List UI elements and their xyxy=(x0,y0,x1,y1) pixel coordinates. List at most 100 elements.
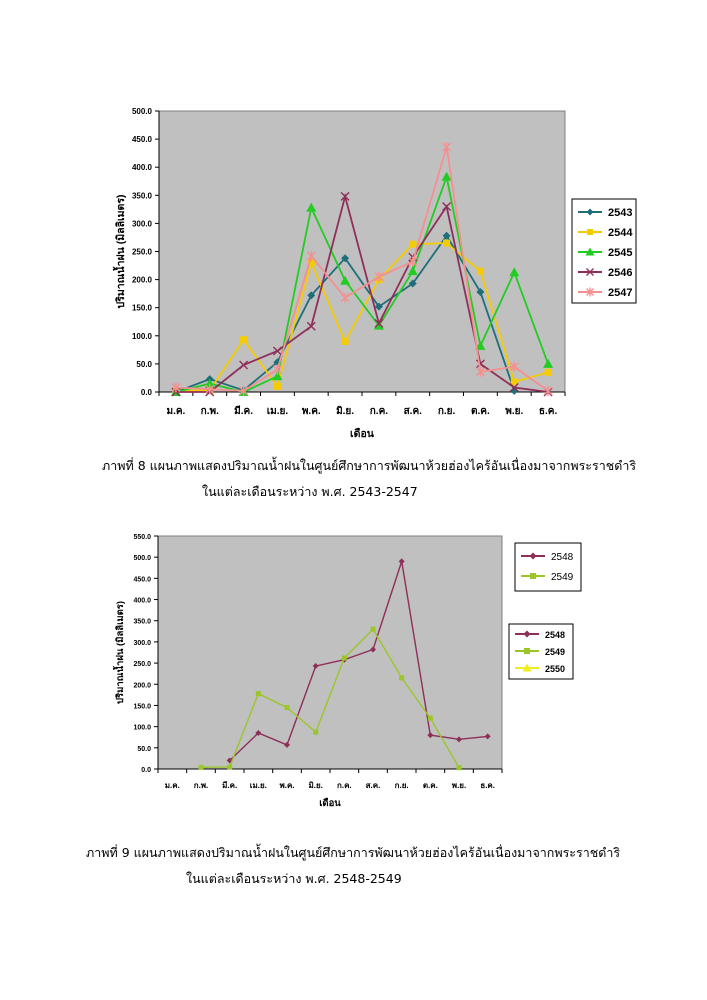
rainfall-chart-2543-2547: 0.0 50.0 100.0 150.0 200.0 250.0 300.0 350.0 400… xyxy=(112,107,637,440)
data-point-2544 xyxy=(341,337,349,345)
data-point-2548 xyxy=(398,558,405,565)
y-tick-label: 150.0 xyxy=(132,304,153,313)
data-point-2545 xyxy=(441,171,452,181)
legend-marker xyxy=(529,552,537,560)
data-point-2547 xyxy=(306,250,316,261)
figure-8-caption: ภาพที่ 8 แผนภาพแสดงปริมาณน้ำฝนในศูนย์ศึก… xyxy=(102,456,636,502)
x-axis-title: เดือน xyxy=(319,797,341,809)
series-2547 xyxy=(171,141,553,396)
y-tick-label: 400.0 xyxy=(133,598,151,605)
x-tick-label: ก.ค. xyxy=(370,406,389,417)
legend-label-2549: 2549 xyxy=(551,572,574,583)
legend-box xyxy=(514,542,582,592)
data-point-2547 xyxy=(543,385,553,396)
legend-label-2548: 2548 xyxy=(545,630,565,640)
data-point-2549 xyxy=(456,765,462,771)
x-tick-label: ธ.ค. xyxy=(480,781,495,790)
y-tick-label: 0.0 xyxy=(141,767,151,774)
data-point-2547 xyxy=(509,361,519,372)
x-tick-label: ก.พ. xyxy=(194,781,209,790)
data-point-2547 xyxy=(171,382,181,393)
data-point-2548 xyxy=(456,736,462,743)
x-tick-label: มิ.ย. xyxy=(308,781,322,790)
legend-marker xyxy=(586,208,594,216)
y-tick-label: 200.0 xyxy=(133,682,151,689)
data-point-2548 xyxy=(284,741,290,748)
data-point-2547 xyxy=(272,364,282,375)
y-tick-label: 0.0 xyxy=(141,388,153,397)
data-point-2548 xyxy=(484,733,491,740)
data-point-2549 xyxy=(284,705,290,711)
x-tick-label: ส.ค. xyxy=(366,781,381,790)
x-tick-label: พ.ค. xyxy=(279,781,294,790)
y-tick-label: 350.0 xyxy=(133,619,151,626)
legend-marker xyxy=(524,648,530,654)
y-tick-label: 450.0 xyxy=(132,135,153,144)
data-point-2546 xyxy=(442,202,452,212)
data-point-2543 xyxy=(408,279,417,288)
data-point-2547 xyxy=(340,292,350,303)
data-point-2545 xyxy=(204,378,215,388)
data-point-2546 xyxy=(374,318,384,328)
data-point-2546 xyxy=(340,191,350,201)
x-tick-label: พ.ย. xyxy=(452,781,466,790)
legend-marker xyxy=(586,268,594,276)
data-point-2547 xyxy=(374,271,384,282)
x-tick-label: ส.ค. xyxy=(404,406,423,417)
y-axis-title: ปริมาณน้ำฝน (มิลลิเมตร) xyxy=(112,601,126,704)
x-tick-label: ก.พ. xyxy=(201,406,219,417)
legend-marker xyxy=(523,630,531,638)
y-tick-label: 100.0 xyxy=(132,332,153,341)
data-point-2548 xyxy=(312,663,319,670)
data-point-2549 xyxy=(341,655,347,661)
data-point-2547 xyxy=(205,384,215,395)
series-line-2549 xyxy=(200,628,460,769)
legend-marker xyxy=(587,229,593,235)
legend-label-2546: 2546 xyxy=(608,267,632,279)
data-point-2545 xyxy=(475,340,486,350)
x-tick-label: ม.ค. xyxy=(166,406,185,417)
data-point-2543 xyxy=(476,287,485,296)
y-axis-title: ปริมาณน้ำฝน (มิลลิเมตร) xyxy=(112,195,127,309)
legend-label-2545: 2545 xyxy=(608,247,632,259)
legend-label-2548: 2548 xyxy=(551,552,574,563)
y-tick-label: 50.0 xyxy=(137,746,151,753)
data-point-2544 xyxy=(443,239,451,247)
data-point-2546 xyxy=(509,383,519,392)
data-point-2549 xyxy=(427,715,433,721)
data-point-2543 xyxy=(374,302,383,311)
data-point-2544 xyxy=(544,368,552,376)
y-tick-label: 200.0 xyxy=(132,276,153,285)
legend-label-2543: 2543 xyxy=(608,207,632,219)
data-point-2546 xyxy=(475,359,485,369)
x-tick-label: ธ.ค. xyxy=(539,406,558,417)
x-tick-label: ก.ย. xyxy=(395,781,409,790)
legend-marker xyxy=(585,247,595,256)
x-tick-label: ก.ค. xyxy=(337,781,352,790)
data-point-2545 xyxy=(543,358,554,368)
y-tick-label: 400.0 xyxy=(132,163,153,172)
rainfall-chart-2548-2549: 0.0 50.0 100.0 150.0 200.0 250.0 300.0 350.0 400… xyxy=(112,534,582,809)
plot-area xyxy=(158,110,566,393)
x-tick-label: ม.ค. xyxy=(165,781,180,790)
data-point-2549 xyxy=(313,729,319,735)
plot-area xyxy=(157,535,503,770)
data-point-2545 xyxy=(306,202,317,212)
figure-8-caption-line-2: ในแต่ละเดือนระหว่าง พ.ศ. 2543-2547 xyxy=(202,484,418,499)
data-point-2544 xyxy=(307,259,315,267)
series-line-2547 xyxy=(175,146,549,392)
legend-marker xyxy=(522,663,532,672)
x-tick-label: เม.ย. xyxy=(267,406,289,417)
data-point-2545 xyxy=(407,266,418,276)
x-axis-title: เดือน xyxy=(350,427,375,440)
data-point-2546 xyxy=(239,360,249,370)
figure-9-caption-line-2: ในแต่ละเดือนระหว่าง พ.ศ. 2548-2549 xyxy=(186,871,402,886)
data-point-2548 xyxy=(427,732,434,739)
figure-9-caption-line-1: ภาพที่ 9 แผนภาพแสดงปริมาณน้ำฝนในศูนย์ศึก… xyxy=(86,845,621,860)
x-tick-label: มิ.ย. xyxy=(336,405,354,417)
y-tick-label: 250.0 xyxy=(133,661,151,668)
data-point-2549 xyxy=(227,764,233,770)
data-point-2544 xyxy=(273,382,281,390)
y-tick-label: 500.0 xyxy=(132,107,153,116)
y-tick-label: 100.0 xyxy=(133,725,151,732)
